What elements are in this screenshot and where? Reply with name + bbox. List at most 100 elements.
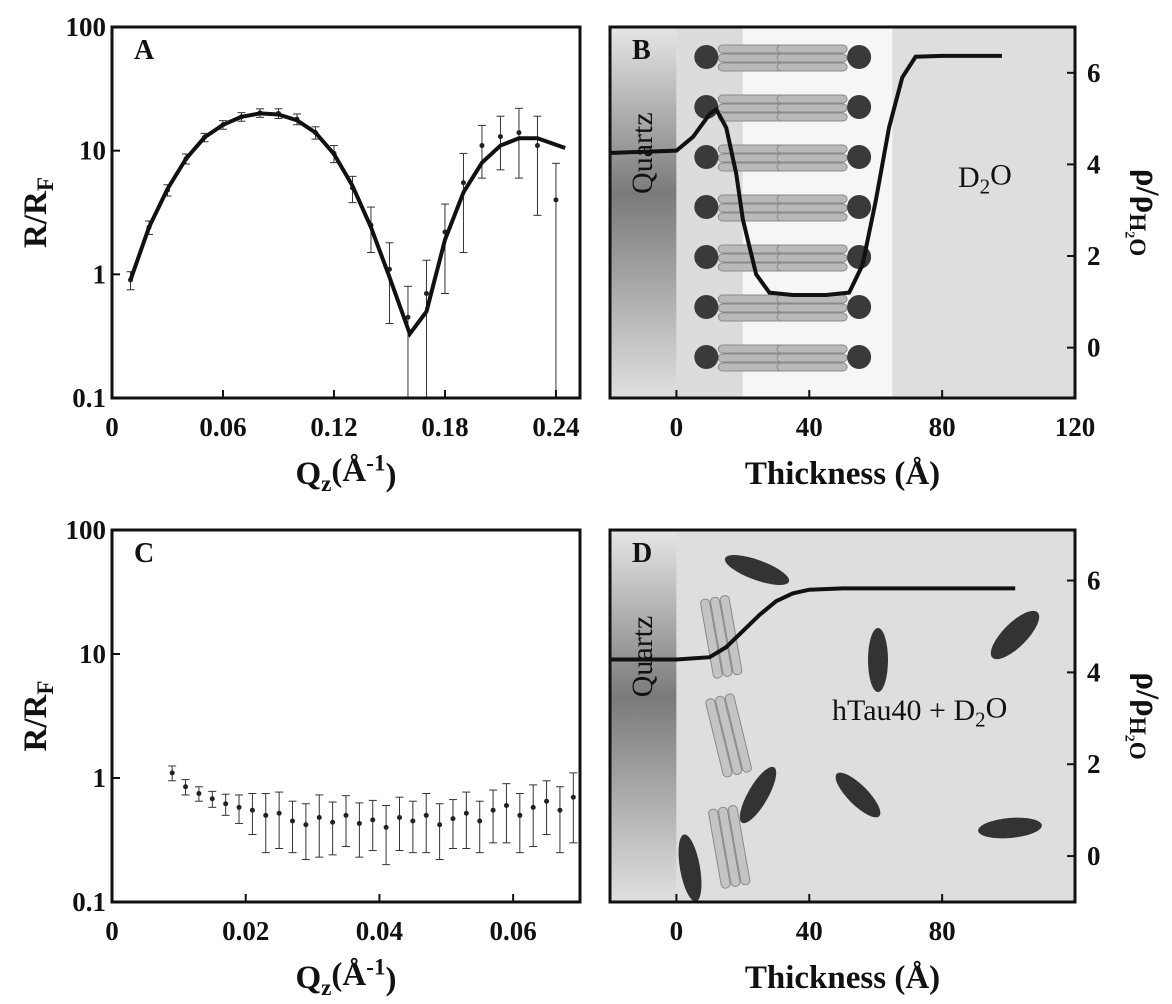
y-axis-label-part: H₂O (1125, 213, 1151, 256)
lipid-tail (727, 805, 751, 886)
x-axis-label-part: Thickness (Å) (745, 456, 940, 492)
lipid-tail (709, 596, 733, 677)
plot-area (610, 27, 1075, 398)
x-tick-label: 0.06 (490, 916, 537, 946)
data-point (263, 812, 269, 818)
lipid-head (847, 95, 872, 119)
x-axis-label-part: z (321, 470, 331, 496)
x-tick-label: 120 (1055, 412, 1096, 442)
fit-line (610, 586, 1016, 662)
data-point (396, 815, 402, 821)
plot-frame (608, 528, 1077, 904)
data-point (544, 798, 550, 804)
y-tick-label: 6 (1087, 58, 1101, 88)
lipid-head (694, 195, 719, 219)
x-axis-label-part: Q (295, 456, 321, 492)
x-axis-label-part: ) (386, 457, 397, 493)
data-point (169, 770, 175, 776)
panel: 0 0.02 0.04 0.06 0.1 1 10 100 Qz(Å-1) R/RF C (18, 515, 582, 1000)
x-tick-label: 0 (670, 412, 684, 442)
y-tick-label: 100 (66, 515, 107, 545)
protein (678, 834, 702, 902)
x-tick-label: 0.24 (532, 412, 579, 442)
x-tick-label: 0 (105, 412, 119, 442)
y-tick-label: 2 (1087, 241, 1101, 271)
lipid-tail (705, 698, 733, 778)
lipid-tail (708, 808, 731, 889)
lipid-tail (776, 344, 848, 354)
plot-area (112, 530, 580, 902)
lipid-tail (776, 162, 848, 172)
annotation-part: O (990, 158, 1012, 191)
data-point (183, 784, 189, 790)
data-point (223, 801, 229, 807)
x-tick-label: 0.18 (421, 412, 468, 442)
annotation-part: Quartz (626, 112, 659, 194)
data-point (553, 197, 559, 203)
plot-area (610, 530, 1075, 902)
annotation-part: hTau40 + D (832, 694, 975, 727)
x-axis-label-part: (Å (331, 453, 366, 489)
data-point (534, 143, 540, 149)
data-point (479, 143, 485, 149)
lipid-tail (776, 244, 848, 254)
data-point (196, 790, 202, 796)
fit-line (610, 53, 1002, 297)
lipid-head (694, 45, 719, 69)
protein (835, 772, 881, 818)
panel-label: C (134, 538, 154, 569)
y-tick-label: 10 (79, 136, 106, 166)
data-point (330, 819, 336, 825)
lipid-head (847, 145, 872, 169)
data-point (276, 810, 282, 816)
y-tick-label: 10 (79, 639, 106, 669)
x-axis-label-part: -1 (366, 954, 385, 980)
panel-label: B (632, 35, 651, 66)
plot-frame (110, 528, 582, 904)
x-axis-label-part: Q (295, 960, 321, 996)
plot-frame (110, 25, 582, 400)
lipid-head (847, 295, 872, 319)
data-point (463, 810, 469, 816)
data-point (303, 822, 309, 828)
y-tick-label: 0 (1087, 333, 1101, 363)
x-tick-label: 0.04 (356, 916, 403, 946)
y-tick-label: 1 (93, 763, 107, 793)
y-tick-label: 0 (1087, 841, 1101, 871)
layer-band (892, 27, 1075, 398)
y-axis-label: R/RF (18, 177, 58, 248)
lipid-tail (724, 693, 752, 773)
x-tick-label: 40 (796, 412, 823, 442)
x-axis-label: Qz(Å-1) (295, 954, 396, 1000)
data-point (460, 180, 466, 186)
x-tick-label: 0.06 (199, 412, 246, 442)
data-point (249, 807, 255, 813)
lipid-tail (776, 253, 848, 263)
x-tick-label: 80 (929, 412, 956, 442)
y-axis-label-part: R/R (18, 693, 54, 751)
panel-label: D (632, 538, 652, 569)
protein (978, 817, 1042, 839)
lipid-tail (776, 53, 848, 63)
y-tick-label: 4 (1087, 149, 1101, 179)
y-tick-label: 4 (1087, 657, 1101, 687)
data-point (316, 815, 322, 821)
lipid-tail (776, 262, 848, 272)
y-axis-label: R/RF (18, 681, 58, 752)
data-point (557, 807, 563, 813)
data-point (383, 824, 389, 830)
y-tick-label: 0.1 (72, 887, 106, 917)
annotation-part: O (986, 691, 1008, 724)
x-axis-label: Thickness (Å) (745, 960, 940, 996)
protein (739, 766, 777, 824)
x-axis-label-part: ) (386, 961, 397, 997)
x-axis-label-part: Thickness (Å) (745, 960, 940, 996)
x-axis-label-part: z (321, 974, 331, 1000)
lipid-tail (776, 362, 848, 372)
data-point (450, 816, 456, 822)
annotation: hTau40 + D2O (832, 691, 1007, 731)
data-point (503, 803, 509, 809)
lipid-head (847, 345, 872, 369)
